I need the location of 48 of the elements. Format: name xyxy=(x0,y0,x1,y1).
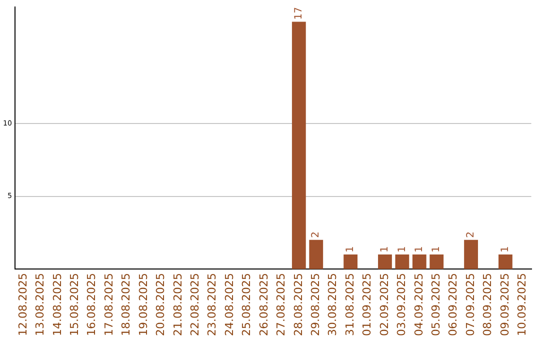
bar xyxy=(464,240,478,270)
x-tick-label: 01.09.2025 xyxy=(360,273,374,336)
x-tick-label: 14.08.2025 xyxy=(50,273,64,336)
x-tick-label: 18.08.2025 xyxy=(120,273,133,336)
x-tick-label: 25.08.2025 xyxy=(240,273,254,336)
data-label: 1 xyxy=(500,246,512,252)
x-tick-label: 02.09.2025 xyxy=(378,273,391,336)
data-label: 1 xyxy=(345,246,356,252)
x-tick-label: 13.08.2025 xyxy=(34,273,47,336)
x-tick-label: 17.08.2025 xyxy=(102,273,116,336)
data-label: 1 xyxy=(414,246,425,252)
x-tick-label: 10.09.2025 xyxy=(516,273,529,336)
x-tick-label: 19.08.2025 xyxy=(136,273,150,336)
x-tick-label: 08.09.2025 xyxy=(481,273,494,336)
data-label: 2 xyxy=(310,232,322,238)
bar xyxy=(378,254,392,270)
data-label: 2 xyxy=(466,232,477,238)
x-tick-label: 24.08.2025 xyxy=(222,273,236,336)
x-tick-label: 31.08.2025 xyxy=(343,273,356,336)
x-tick-label: 23.08.2025 xyxy=(206,273,219,336)
x-tick-label: 06.09.2025 xyxy=(446,273,460,336)
x-tick-label: 07.09.2025 xyxy=(464,273,477,336)
data-label: 1 xyxy=(431,246,442,252)
x-tick-label: 16.08.2025 xyxy=(85,273,98,336)
x-tick-label: 05.09.2025 xyxy=(429,273,442,336)
data-label: 1 xyxy=(396,246,408,252)
x-tick-label: 20.08.2025 xyxy=(154,273,168,336)
x-tick-label: 12.08.2025 xyxy=(16,273,30,336)
data-label: 1 xyxy=(380,246,391,252)
x-tick-label: 21.08.2025 xyxy=(171,273,184,336)
x-tick-label: 04.09.2025 xyxy=(412,273,426,336)
bar xyxy=(412,254,426,270)
x-tick-label: 03.09.2025 xyxy=(395,273,408,336)
bar xyxy=(309,240,324,270)
x-tick-label: 28.08.2025 xyxy=(292,273,305,336)
x-tick-label: 22.08.2025 xyxy=(188,273,202,336)
x-tick-label: 29.08.2025 xyxy=(308,273,322,336)
x-tick-label: 15.08.2025 xyxy=(68,273,82,336)
x-tick-label: 27.08.2025 xyxy=(274,273,288,336)
x-tick-label: 26.08.2025 xyxy=(257,273,270,336)
bar xyxy=(292,22,306,270)
x-tick-label: 30.08.2025 xyxy=(326,273,340,336)
data-label: 17 xyxy=(294,7,304,20)
bar xyxy=(395,254,410,270)
x-tick-label: 09.09.2025 xyxy=(498,273,512,336)
bar xyxy=(344,254,358,270)
bar xyxy=(430,254,444,270)
bar xyxy=(498,254,512,270)
